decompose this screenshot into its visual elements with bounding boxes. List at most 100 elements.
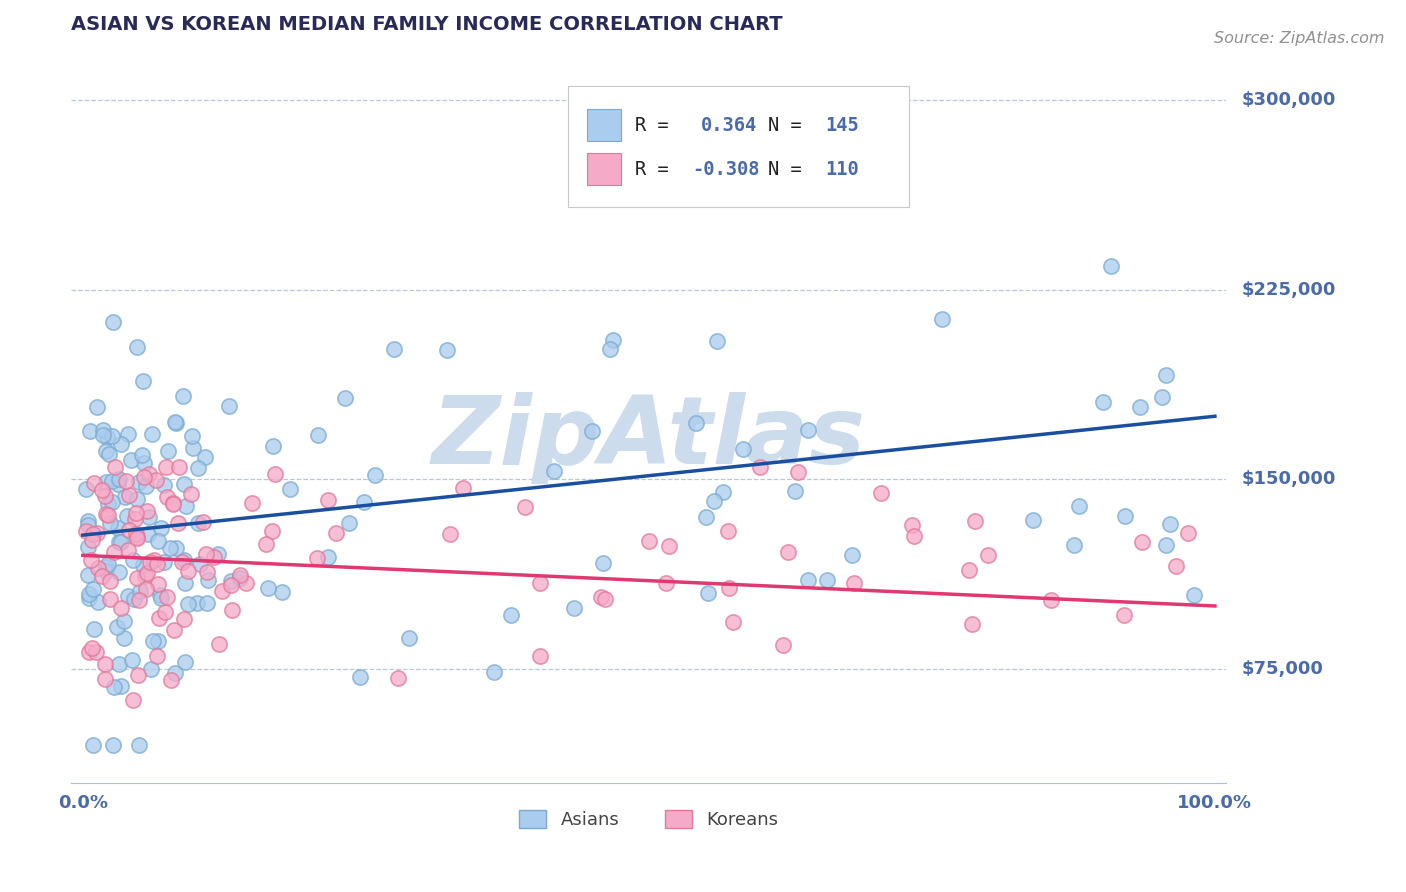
Point (711, 484, 734, 499)
Point (815, 574, 838, 588)
Point (204, 550, 226, 565)
Point (718, 581, 741, 595)
Point (229, 568, 252, 582)
Point (79, 424, 101, 438)
Point (177, 564, 200, 578)
Point (94, 564, 117, 578)
Point (131, 449, 153, 463)
Point (128, 593, 150, 607)
Point (117, 543, 139, 558)
Point (131, 558, 153, 573)
Text: -0.308: -0.308 (693, 160, 761, 178)
Point (451, 481, 474, 495)
Point (83, 475, 105, 490)
Point (138, 467, 160, 481)
Point (91, 423, 114, 437)
Point (117, 589, 139, 603)
Point (86, 401, 108, 415)
Point (562, 601, 585, 615)
Point (173, 553, 195, 567)
Point (595, 591, 617, 606)
Point (141, 662, 163, 676)
Point (138, 509, 160, 524)
Text: 0.364: 0.364 (700, 115, 756, 135)
Point (783, 483, 806, 498)
Point (1063, 538, 1085, 552)
Point (218, 399, 240, 413)
Point (108, 566, 131, 580)
Point (96, 559, 118, 574)
Point (98, 574, 121, 588)
Point (1164, 559, 1187, 574)
Point (96, 507, 118, 521)
Point (685, 416, 707, 430)
Point (156, 590, 179, 604)
Point (124, 512, 146, 526)
Point (90, 569, 112, 583)
Point (146, 533, 169, 548)
Point (173, 576, 195, 591)
Point (190, 558, 212, 572)
Point (110, 679, 132, 693)
Point (75, 524, 97, 539)
Point (112, 631, 135, 645)
Point (94, 444, 117, 458)
Point (1039, 593, 1062, 607)
Point (1129, 401, 1152, 415)
Point (229, 571, 252, 585)
Point (384, 342, 406, 356)
Point (117, 426, 139, 441)
Point (110, 601, 132, 615)
Point (122, 592, 145, 607)
Point (870, 486, 893, 500)
Point (148, 633, 170, 648)
Point (1156, 368, 1178, 383)
Point (122, 552, 145, 566)
Point (107, 521, 129, 535)
Point (91, 483, 114, 497)
Point (152, 478, 174, 492)
Point (191, 515, 214, 529)
Point (962, 617, 984, 632)
Point (118, 488, 141, 502)
Point (153, 605, 176, 619)
Point (80, 640, 103, 655)
Point (145, 473, 167, 487)
Point (219, 578, 242, 592)
Point (108, 534, 131, 549)
Point (749, 459, 772, 474)
Point (135, 479, 157, 493)
Point (529, 576, 551, 591)
Point (173, 612, 195, 626)
Point (135, 504, 157, 518)
Text: Source: ZipAtlas.com: Source: ZipAtlas.com (1215, 31, 1385, 46)
Point (82, 527, 104, 541)
Point (602, 333, 624, 347)
Point (364, 467, 387, 482)
Point (156, 490, 179, 504)
Text: ZipAtlas: ZipAtlas (432, 392, 866, 484)
Point (153, 555, 176, 569)
Point (931, 311, 953, 326)
Point (142, 634, 165, 648)
Point (127, 530, 149, 544)
Point (127, 571, 149, 585)
Point (112, 615, 135, 629)
Text: ASIAN VS KOREAN MEDIAN FAMILY INCOME CORRELATION CHART: ASIAN VS KOREAN MEDIAN FAMILY INCOME COR… (72, 15, 783, 34)
Point (963, 514, 986, 528)
Point (581, 424, 603, 438)
Point (97, 508, 120, 523)
Point (543, 464, 565, 478)
Point (125, 340, 148, 354)
Point (260, 524, 283, 538)
Point (263, 467, 285, 481)
Point (104, 459, 127, 474)
Point (105, 619, 128, 633)
Point (174, 655, 197, 669)
Text: $300,000: $300,000 (1241, 91, 1336, 109)
Point (91, 428, 114, 442)
Point (114, 490, 136, 504)
Point (101, 315, 124, 329)
Point (80, 553, 103, 567)
Point (97, 497, 120, 511)
